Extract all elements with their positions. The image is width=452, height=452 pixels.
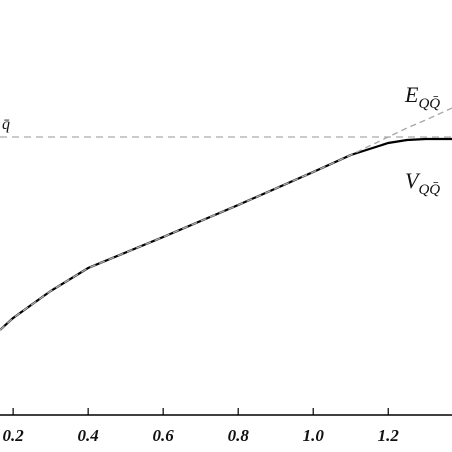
threshold-label: q̄ <box>2 116 10 133</box>
series-name: V <box>405 168 421 193</box>
series-line <box>0 107 452 331</box>
series-subscript: QQ̄ <box>418 182 440 198</box>
series-label: EQQ̄ <box>404 82 440 112</box>
series-name: E <box>404 82 419 107</box>
series-line <box>0 137 452 331</box>
x-tick-label: 0.2 <box>3 426 25 445</box>
x-tick-label: 1.2 <box>378 426 400 445</box>
series-subscript: QQ̄ <box>418 96 440 112</box>
x-tick-label: 1.0 <box>303 426 325 445</box>
x-tick-label: 0.6 <box>153 426 175 445</box>
x-tick-label: 0.4 <box>78 426 99 445</box>
x-tick-label: 0.8 <box>228 426 250 445</box>
series-label: VQQ̄ <box>405 168 440 198</box>
